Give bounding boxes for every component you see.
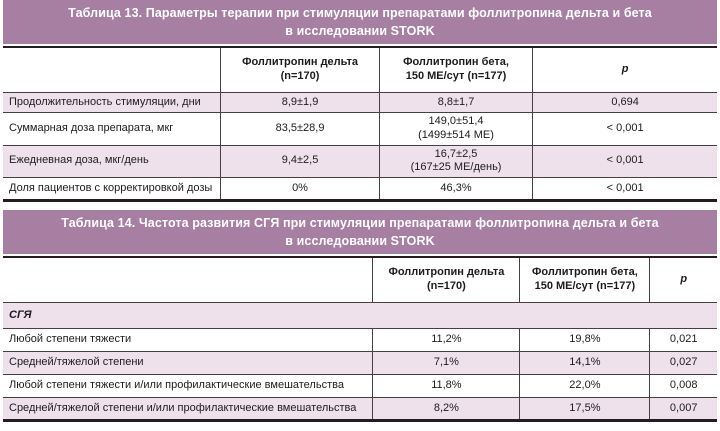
value-beta: 149,0±51,4 (1499±514 МЕ) bbox=[378, 112, 533, 146]
value-beta: 14,1% bbox=[519, 351, 650, 375]
row-label: Средней/тяжелой степени и/или профилакти… bbox=[9, 401, 357, 414]
row-label: Продолжительность стимуляции, дни bbox=[3, 92, 221, 113]
row-label: Доля пациентов с корректировкой дозы bbox=[9, 181, 213, 194]
table13-header-p: p bbox=[532, 48, 717, 93]
value-beta: 8,8±1,7 bbox=[378, 92, 533, 113]
value-delta: 7,1% bbox=[372, 351, 520, 375]
value-delta: 0% bbox=[220, 177, 380, 201]
table-row: Ежедневная доза, мкг/день 9,4±2,5 16,7±2… bbox=[3, 145, 717, 178]
row-label: Любой степени тяжести bbox=[3, 328, 373, 352]
section-label: СГЯ bbox=[3, 302, 717, 329]
table14-title-band: Таблица 14. Частота развития СГЯ при сти… bbox=[3, 210, 717, 254]
table13: Фоллитропин дельта (n=170) Фоллитропин б… bbox=[3, 48, 717, 202]
table14-header-delta: Фоллитропин дельта (n=170) bbox=[372, 258, 520, 303]
section-row: СГЯ bbox=[3, 302, 717, 329]
value-beta: 17,5% bbox=[519, 397, 650, 421]
table13-header-empty bbox=[3, 48, 221, 93]
table13-header-delta: Фоллитропин дельта (n=170) bbox=[220, 48, 380, 93]
value-p: 0,694 bbox=[532, 92, 717, 113]
table-row: Средней/тяжелой степени 7,1% 14,1% 0,027 bbox=[3, 351, 717, 375]
value-p: 0,021 bbox=[649, 328, 717, 352]
table14-header-empty bbox=[3, 258, 373, 303]
value-delta: 8,2% bbox=[372, 397, 520, 421]
row-label: Средней/тяжелой степени bbox=[3, 351, 373, 375]
table-row: Любой степени тяжести и/или профилактиче… bbox=[3, 374, 717, 398]
row-label: Ежедневная доза, мкг/день bbox=[3, 145, 221, 178]
value-p: < 0,001 bbox=[532, 177, 717, 201]
table-row: Любой степени тяжести 11,2% 19,8% 0,021 bbox=[3, 328, 717, 352]
table-row: Доля пациентов с корректировкой дозы 0% … bbox=[3, 177, 717, 201]
table-row: Средней/тяжелой степени и/или профилакти… bbox=[3, 397, 717, 421]
table14-top-rule bbox=[3, 256, 717, 258]
table13-header-beta: Фоллитропин бета, 150 МЕ/сут (n=177) bbox=[378, 48, 533, 93]
row-label: Любой степени тяжести и/или профилактиче… bbox=[3, 374, 373, 398]
value-delta: 11,2% bbox=[372, 328, 520, 352]
value-p: < 0,001 bbox=[532, 112, 717, 146]
value-p: 0,027 bbox=[649, 351, 717, 375]
value-delta: 9,4±2,5 bbox=[220, 145, 380, 178]
value-p: 0,007 bbox=[649, 397, 717, 421]
value-delta: 83,5±28,9 bbox=[220, 112, 380, 146]
table13-header-row: Фоллитропин дельта (n=170) Фоллитропин б… bbox=[3, 48, 717, 93]
section-gap bbox=[3, 202, 717, 210]
value-beta: 46,3% bbox=[378, 177, 533, 201]
table13-title-band: Таблица 13. Параметры терапии при стимул… bbox=[3, 0, 717, 44]
value-beta: 16,7±2,5 (167±25 МЕ/день) bbox=[378, 145, 533, 178]
table-row: Продолжительность стимуляции, дни 8,9±1,… bbox=[3, 92, 717, 113]
row-label: Суммарная доза препарата, мкг bbox=[3, 112, 221, 146]
value-p: < 0,001 bbox=[532, 145, 717, 178]
table-row: Суммарная доза препарата, мкг 83,5±28,9 … bbox=[3, 112, 717, 146]
value-delta: 11,8% bbox=[372, 374, 520, 398]
table14-header-beta: Фоллитропин бета, 150 МЕ/сут (n=177) bbox=[519, 258, 650, 303]
table14-header-row: Фоллитропин дельта (n=170) Фоллитропин б… bbox=[3, 258, 717, 303]
table14-section: Таблица 14. Частота развития СГЯ при сти… bbox=[3, 210, 717, 422]
table13-section: Таблица 13. Параметры терапии при стимул… bbox=[3, 0, 717, 202]
value-beta: 19,8% bbox=[519, 328, 650, 352]
table13-top-rule bbox=[3, 46, 717, 48]
value-beta: 22,0% bbox=[519, 374, 650, 398]
table14: Фоллитропин дельта (n=170) Фоллитропин б… bbox=[3, 258, 717, 422]
table14-header-p: p bbox=[649, 258, 717, 303]
value-delta: 8,9±1,9 bbox=[220, 92, 380, 113]
value-p: 0,008 bbox=[649, 374, 717, 398]
